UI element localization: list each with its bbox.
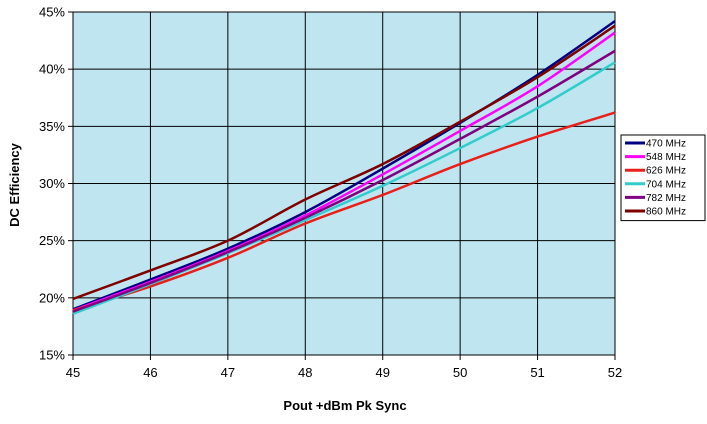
x-tick-label: 45: [66, 365, 80, 380]
series-line-860-mhz: [72, 24, 616, 301]
y-tick-label: 20%: [39, 290, 65, 305]
x-tick-label: 49: [375, 365, 389, 380]
legend-label: 470 MHz: [646, 139, 686, 150]
x-tick-label: 50: [453, 365, 467, 380]
y-axis-title: DC Efficiency: [7, 142, 22, 227]
y-tick-label: 35%: [39, 119, 65, 134]
legend-label: 860 MHz: [646, 207, 686, 218]
legend-box: [620, 134, 706, 222]
x-tick-label: 46: [143, 365, 157, 380]
y-tick-label: 25%: [39, 233, 65, 248]
y-tick-label: 15%: [39, 348, 65, 363]
x-tick-label: 47: [221, 365, 235, 380]
y-tick-label: 30%: [39, 176, 65, 191]
series-line-626-mhz: [72, 111, 616, 312]
x-tick-label: 52: [608, 365, 622, 380]
x-tick-label: 51: [530, 365, 544, 380]
legend: 470 MHz 548 MHz 626 MHz 704 MHz 782 MHz 860 M…: [620, 134, 706, 222]
x-axis-title: Pout +dBm Pk Sync: [283, 398, 406, 413]
legend-label: 704 MHz: [646, 179, 686, 190]
legend-label: 626 MHz: [646, 166, 686, 177]
series-line-782-mhz: [72, 49, 616, 313]
legend-label: 548 MHz: [646, 152, 686, 163]
series-line-470-mhz: [72, 20, 616, 311]
y-tick-label: 40%: [39, 62, 65, 77]
x-tick-label: 48: [298, 365, 312, 380]
y-tick-label: 45%: [39, 5, 65, 20]
tick-labels: 45 46 47 48 49 50 51 52 15% 20% 25% 30% 35% 40% 45%: [39, 5, 622, 381]
legend-label: 782 MHz: [646, 193, 686, 204]
series-lines: [72, 20, 616, 316]
